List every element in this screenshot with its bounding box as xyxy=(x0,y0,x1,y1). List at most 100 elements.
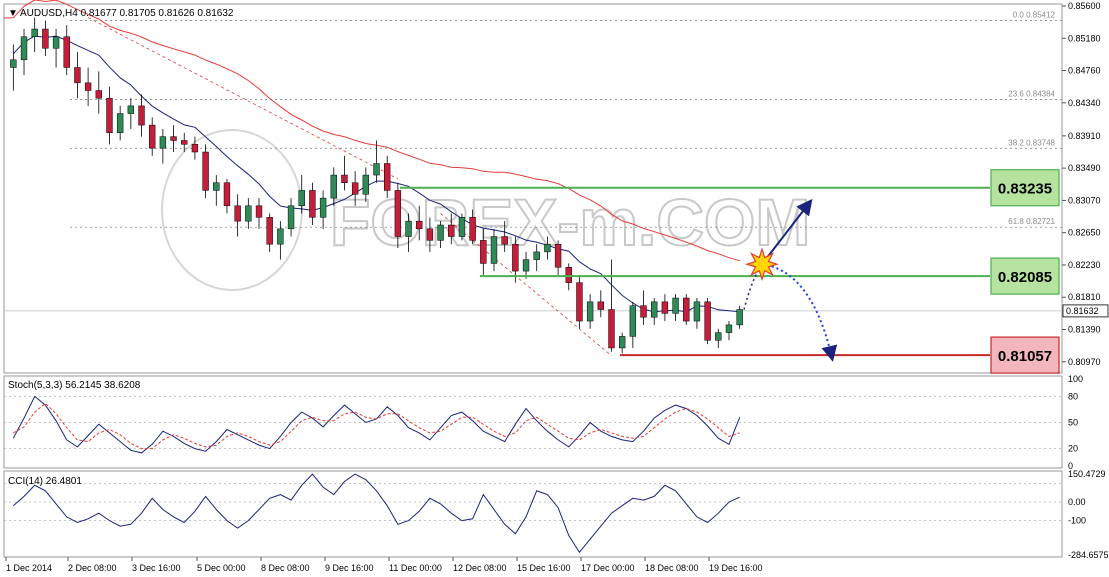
candle-body xyxy=(362,174,370,195)
candle-body xyxy=(565,267,572,283)
candlesticks xyxy=(10,17,743,354)
price-axis: 0.85600 0.85180 0.84760 0.84340 0.83910 0.834… xyxy=(1062,1,1109,367)
x-tick-label: 15 Dec 16:00 xyxy=(517,563,571,573)
y-tick-label: 0.81810 xyxy=(1068,292,1101,302)
candle-body xyxy=(469,217,476,241)
candle-body xyxy=(426,228,434,241)
candle-body xyxy=(138,105,145,126)
cci-label: CCI(14) 26.4801 xyxy=(8,476,82,487)
candle-body xyxy=(394,190,402,237)
candle-body xyxy=(618,336,626,349)
candle-body xyxy=(213,182,220,191)
y-tick-label: 0.84340 xyxy=(1068,98,1101,108)
candle-body xyxy=(20,36,28,61)
candle-body xyxy=(533,251,540,260)
stoch-label: Stoch(5,3,3) 56.2145 38.6208 xyxy=(8,380,141,391)
dropdown-icon[interactable]: ▼ xyxy=(8,8,18,19)
stoch-tick-label: 100 xyxy=(1068,374,1083,384)
cci-indicator: 150.4729 0.00 -100 -284.6575 xyxy=(4,469,1109,560)
stoch-signal-line xyxy=(13,402,740,450)
candle-body xyxy=(298,190,305,207)
y-tick-label: 0.82650 xyxy=(1068,228,1101,238)
candle-body xyxy=(651,301,658,318)
candle-body xyxy=(501,236,508,245)
channel-lower xyxy=(440,213,612,356)
stoch-tick-label: 20 xyxy=(1068,444,1078,454)
candle-body xyxy=(448,224,455,237)
forecast-arrows xyxy=(743,198,838,362)
breakout-burst-icon xyxy=(745,247,779,282)
candle-body xyxy=(223,182,231,207)
cci-line xyxy=(12,473,740,554)
candle-body xyxy=(490,236,498,264)
x-tick-label: 5 Dec 00:00 xyxy=(197,563,246,573)
candle-body xyxy=(159,136,167,149)
candle-body xyxy=(149,124,156,149)
candle-body xyxy=(309,190,316,218)
candle-body xyxy=(351,182,359,195)
candle-body xyxy=(319,197,327,218)
x-tick-label: 19 Dec 16:00 xyxy=(709,563,763,573)
candle-body xyxy=(191,144,199,153)
candle-body xyxy=(725,324,733,333)
candle-body xyxy=(116,113,124,134)
ma-slow-line xyxy=(3,0,740,262)
fib-level-label: 0.0 0.85412 xyxy=(1013,10,1056,19)
candle-body xyxy=(10,59,17,68)
x-tick-label: 11 Dec 00:00 xyxy=(389,563,442,573)
candle-body xyxy=(181,140,188,145)
level-box-target xyxy=(990,336,1060,374)
candle-body xyxy=(576,282,583,322)
candle-body xyxy=(640,305,647,318)
candle-body xyxy=(277,228,284,245)
candle-body xyxy=(405,220,412,237)
y-tick-label: 0.83910 xyxy=(1068,131,1101,141)
x-tick-label: 17 Dec 00:00 xyxy=(581,563,635,573)
fib-level-label: 23.6 0.84384 xyxy=(1008,89,1055,98)
y-tick-label: 0.82230 xyxy=(1068,260,1101,270)
candle-body xyxy=(544,243,551,253)
y-tick-label: 0.85600 xyxy=(1068,1,1101,11)
fib-level-label: 61.8 0.82721 xyxy=(1008,217,1055,226)
level-label-support: 0.82085 xyxy=(998,269,1052,286)
candle-body xyxy=(170,136,177,141)
stoch-tick-label: 80 xyxy=(1068,391,1078,401)
x-tick-label: 3 Dec 16:00 xyxy=(132,563,181,573)
time-axis: 1 Dec 2014 2 Dec 08:00 3 Dec 16:00 5 Dec 00… xyxy=(5,557,763,573)
candle-body xyxy=(234,205,241,222)
cci-tick-label: 150.4729 xyxy=(1068,469,1106,479)
candle-body xyxy=(255,205,263,218)
candle-body xyxy=(704,301,711,341)
candle-body xyxy=(84,82,92,91)
stoch-tick-label: 50 xyxy=(1068,418,1078,428)
candle-body xyxy=(693,301,701,322)
candle-body xyxy=(597,301,604,310)
candle-body xyxy=(74,67,81,84)
candle-body xyxy=(554,243,562,268)
current-price-label: 0.81632 xyxy=(1066,306,1099,316)
x-tick-label: 2 Dec 08:00 xyxy=(68,563,117,573)
candle-body xyxy=(31,28,38,37)
candle-body xyxy=(42,28,49,49)
x-tick-label: 12 Dec 08:00 xyxy=(453,563,507,573)
candle-body xyxy=(106,97,113,134)
stoch-panel xyxy=(3,375,1063,469)
fibonacci-levels: 0.0 0.85412 23.6 0.84384 38.2 0.83748 61.8 … xyxy=(70,10,1062,228)
candle-body xyxy=(52,36,60,49)
level-box-support xyxy=(990,257,1060,295)
candle-body xyxy=(608,309,615,349)
candle-body xyxy=(512,243,519,272)
candle-body xyxy=(245,205,252,222)
current-price-box xyxy=(1062,304,1109,318)
fib-level-label: 38.2 0.83748 xyxy=(1008,138,1055,147)
candle-body xyxy=(63,36,70,68)
candle-body xyxy=(437,224,444,241)
cci-tick-label: 0.00 xyxy=(1068,497,1086,507)
candle-body xyxy=(672,297,679,314)
level-box-resistance xyxy=(990,169,1060,207)
forecast-arrow-up xyxy=(761,198,813,265)
y-tick-label: 0.81390 xyxy=(1068,325,1101,335)
y-tick-label: 0.85180 xyxy=(1068,33,1101,43)
stochastic-oscillator: 100 80 50 20 0 xyxy=(4,374,1083,471)
